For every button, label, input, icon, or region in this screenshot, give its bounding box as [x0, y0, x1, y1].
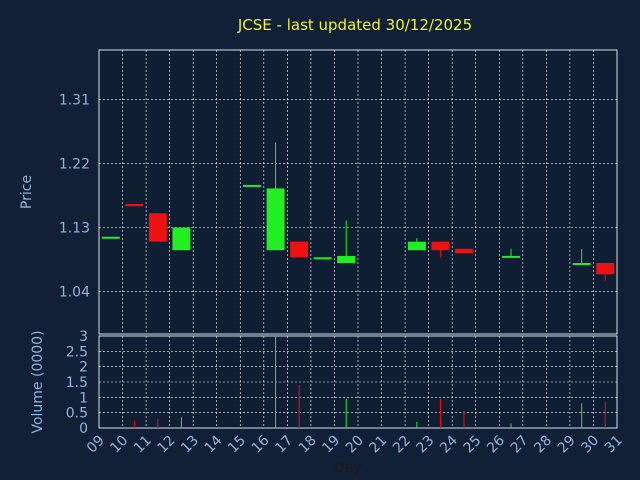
candle	[290, 241, 309, 258]
candle	[502, 248, 521, 258]
volume-axis-label: Volume (0000)	[30, 330, 46, 433]
candle-body	[337, 255, 356, 263]
candle-body	[502, 255, 521, 258]
candle	[266, 142, 285, 251]
candle	[243, 184, 262, 187]
price-grid	[99, 50, 617, 334]
chart-title: JCSE - last updated 30/12/2025	[237, 16, 472, 34]
day-tick-label: 26	[484, 432, 508, 456]
day-tick-label: 24	[437, 432, 461, 456]
day-tick-label: 21	[366, 433, 390, 457]
price-tick-label: 1.22	[59, 157, 90, 173]
volume-tick-label: 1	[79, 390, 88, 406]
candle-body	[125, 204, 144, 207]
candle-body	[290, 241, 309, 258]
candle-body	[596, 263, 615, 275]
day-tick-label: 22	[390, 433, 414, 457]
candle-body	[172, 227, 191, 251]
day-axis-ticks: 09 10 11 12 13 14 15 16 17 18 19 20 21 22 23 24 25 26 27 28…	[84, 432, 626, 456]
day-tick-label: 28	[531, 433, 555, 457]
candle	[596, 263, 615, 281]
volume-tick-label: 1.5	[66, 375, 88, 391]
day-tick-label: 16	[249, 432, 273, 456]
candle-body	[431, 241, 450, 251]
day-tick-label: 31	[602, 433, 626, 457]
day-tick-label: 25	[461, 433, 485, 457]
candle-body	[313, 257, 332, 260]
day-tick-label: 30	[578, 433, 602, 457]
price-axis-label: Price	[19, 175, 35, 209]
volume-tick-label: 0	[79, 421, 88, 437]
price-tick-label: 1.31	[59, 93, 90, 109]
day-tick-label: 23	[414, 433, 438, 457]
day-tick-label: 12	[155, 433, 179, 457]
volume-tick-label: 2.5	[66, 344, 88, 360]
volume-axis-ticks: 00.511.522.53	[66, 329, 88, 437]
day-tick-label: 20	[343, 433, 367, 457]
candle-body	[407, 241, 426, 251]
price-tick-label: 1.13	[59, 221, 90, 237]
day-tick-label: 10	[107, 433, 131, 457]
candle-body	[101, 236, 120, 239]
candle	[313, 257, 332, 260]
day-tick-label: 13	[178, 433, 202, 457]
candle	[431, 241, 450, 258]
candle	[125, 204, 144, 207]
candle-body	[243, 184, 262, 187]
price-tick-label: 1.04	[59, 284, 90, 300]
volume-tick-label: 3	[79, 329, 88, 345]
candle	[454, 248, 473, 254]
candle	[407, 238, 426, 251]
candle-body	[148, 213, 167, 242]
candle	[172, 227, 191, 251]
candle	[101, 236, 120, 239]
volume-tick-label: 0.5	[66, 406, 88, 422]
day-axis-label: Day	[334, 460, 362, 476]
day-tick-label: 15	[225, 433, 249, 457]
day-tick-label: 29	[555, 433, 579, 457]
volume-tick-label: 2	[79, 360, 88, 376]
candle	[337, 220, 356, 263]
candle-body	[454, 248, 473, 254]
candle	[572, 248, 591, 265]
candle	[148, 213, 167, 242]
day-tick-label: 19	[319, 433, 343, 457]
volume-grid	[99, 336, 617, 428]
day-tick-label: 14	[202, 432, 226, 456]
day-tick-label: 27	[508, 433, 532, 457]
volume-bars	[133, 336, 606, 428]
candle-body	[266, 188, 285, 251]
day-tick-label: 18	[296, 433, 320, 457]
price-candles	[101, 142, 615, 281]
day-tick-label: 17	[272, 433, 296, 457]
day-tick-label: 11	[131, 433, 155, 457]
price-axis-ticks: 1.04 1.13 1.22 1.31	[59, 93, 90, 301]
candle-body	[572, 263, 591, 265]
